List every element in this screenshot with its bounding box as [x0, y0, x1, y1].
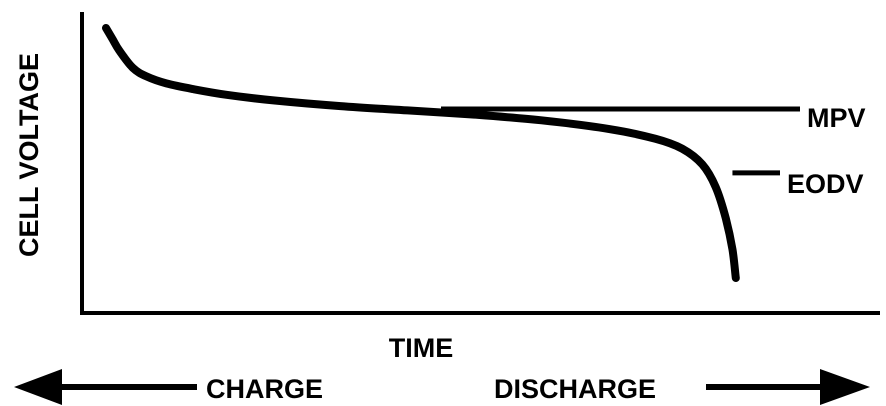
- discharge-label: DISCHARGE: [494, 374, 656, 404]
- discharge-arrow-head: [820, 369, 870, 405]
- eodv-label: EODV: [787, 169, 864, 199]
- voltage-curve: [102, 24, 740, 282]
- x-axis-label: TIME: [389, 333, 454, 363]
- charge-label: CHARGE: [206, 374, 323, 404]
- y-axis-label: CELL VOLTAGE: [14, 53, 44, 257]
- charge-arrow-head: [14, 369, 62, 405]
- mpv-label: MPV: [807, 103, 866, 133]
